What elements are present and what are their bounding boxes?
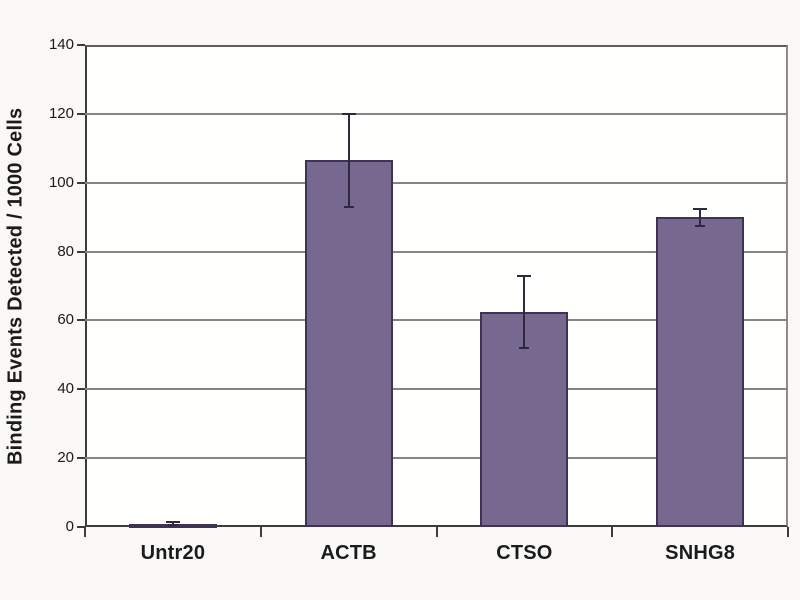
y-axis-title: Binding Events Detected / 1000 Cells: [4, 107, 27, 465]
y-tick: [77, 319, 85, 322]
y-tick: [77, 457, 85, 460]
y-tick-label: 140: [48, 36, 74, 53]
x-tick: [435, 527, 438, 537]
x-tick: [84, 527, 86, 537]
y-tick: [77, 526, 85, 528]
x-category-label: SNHG8: [665, 542, 736, 564]
gridline: [85, 112, 788, 115]
gridline: [85, 181, 788, 184]
error-bar-cap-top: [517, 274, 532, 277]
error-bar: [171, 521, 174, 526]
error-bar-cap-bottom: [519, 346, 530, 349]
x-tick: [611, 527, 614, 537]
gridline: [85, 319, 788, 322]
x-category-label: CTSO: [496, 542, 553, 564]
error-bar-cap-top: [165, 520, 180, 523]
y-tick-label: 120: [48, 104, 74, 122]
y-tick: [77, 250, 85, 253]
error-bar: [523, 275, 526, 348]
error-bar-cap-bottom: [167, 524, 178, 527]
bar: [656, 217, 745, 527]
error-bar-cap-top: [693, 207, 708, 210]
gridline: [85, 250, 788, 253]
y-tick-label: 40: [57, 380, 74, 398]
x-category-label: Untr20: [140, 542, 206, 564]
y-tick-label: 80: [57, 242, 74, 260]
x-tick: [259, 527, 262, 537]
y-tick-label: 100: [48, 173, 74, 191]
error-bar-cap-bottom: [343, 205, 354, 208]
error-bar-cap-top: [341, 112, 356, 115]
y-tick: [77, 181, 85, 184]
bar: [304, 160, 393, 527]
x-tick: [787, 527, 789, 537]
y-tick: [77, 44, 85, 46]
gridline: [85, 457, 788, 460]
y-tick: [77, 112, 85, 115]
error-bar: [699, 208, 702, 226]
error-bar-cap-bottom: [695, 224, 706, 227]
error-bar: [347, 113, 350, 207]
x-category-label: ACTB: [320, 542, 377, 564]
gridline: [85, 388, 788, 391]
y-tick-label: 0: [65, 518, 74, 535]
y-tick: [77, 388, 85, 391]
y-tick-label: 20: [57, 449, 74, 467]
y-tick-label: 60: [57, 311, 74, 329]
